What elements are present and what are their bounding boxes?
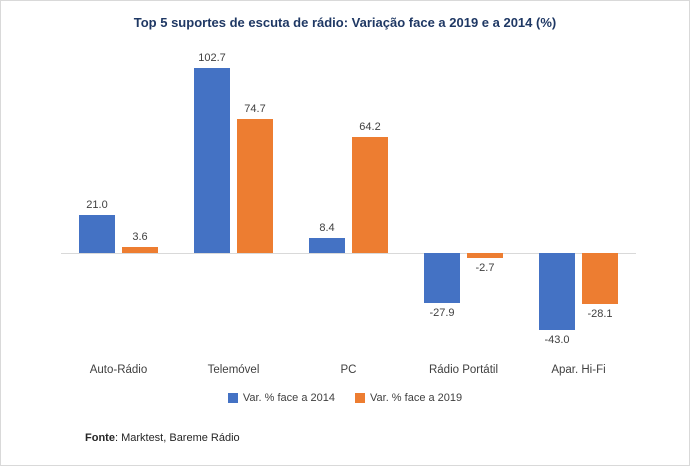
- bar-series-0: [194, 68, 230, 253]
- bar-value-label: 21.0: [86, 199, 108, 212]
- bar-value-label: 3.6: [132, 230, 148, 243]
- bar-groups: 21.0 3.6 102.7 74.7 8.4 64.2 -27.9 -2.7 -43.0 -28…: [61, 38, 636, 348]
- bar-group: 102.7 74.7: [176, 38, 291, 348]
- chart-legend: Var. % face a 2014 Var. % face a 2019: [1, 392, 689, 404]
- legend-item: Var. % face a 2014: [227, 392, 335, 404]
- bar-value-label: 102.7: [198, 52, 226, 65]
- bar-series-1: [352, 137, 388, 253]
- bar-value-label: -27.9: [429, 307, 455, 320]
- bar-value-label: -28.1: [587, 307, 613, 320]
- category-label: Apar. Hi-Fi: [551, 364, 606, 376]
- category-label: Rádio Portátil: [428, 364, 499, 376]
- bar-series-0: [539, 253, 575, 331]
- bar-group: -27.9 -2.7: [406, 38, 521, 348]
- bar-value-label: 8.4: [319, 221, 335, 234]
- legend-label: Var. % face a 2014: [242, 392, 335, 404]
- bar-series-0: [424, 253, 460, 304]
- bar-value-label: 64.2: [359, 121, 381, 134]
- bar-series-0: [309, 237, 345, 253]
- category-label: Auto-Rádio: [89, 364, 148, 376]
- legend-label: Var. % face a 2019: [370, 392, 463, 404]
- legend-swatch: [355, 393, 365, 403]
- bar-series-1: [582, 253, 618, 304]
- plot-area: 21.0 3.6 102.7 74.7 8.4 64.2 -27.9 -2.7 -43.0 -28…: [61, 38, 636, 348]
- bar-group: -43.0 -28.1: [521, 38, 636, 348]
- source-text: : Marktest, Bareme Rádio: [114, 432, 240, 444]
- bar-value-label: -2.7: [475, 261, 495, 274]
- legend-item: Var. % face a 2019: [355, 392, 462, 404]
- legend-swatch: [227, 393, 238, 403]
- bar-value-label: -43.0: [544, 334, 570, 347]
- source-label: Fonte: [85, 432, 115, 444]
- bar-value-label: 74.7: [244, 102, 266, 115]
- bar-series-1: [122, 246, 158, 253]
- source-note: Fonte: Marktest, Bareme Rádio: [85, 432, 689, 444]
- bar-series-1: [237, 118, 273, 253]
- category-label: PC: [340, 364, 357, 376]
- bar-series-0: [79, 215, 115, 253]
- category-label: Telemóvel: [207, 364, 260, 376]
- category-axis: Auto-Rádio Telemóvel PC Rádio Portátil Apar.…: [61, 364, 636, 376]
- bar-group: 8.4 64.2: [291, 38, 406, 348]
- bar-series-1: [467, 253, 503, 258]
- chart-title: Top 5 suportes de escuta de rádio: Varia…: [133, 15, 557, 30]
- bar-group: 21.0 3.6: [61, 38, 176, 348]
- x-axis-line: [61, 253, 636, 254]
